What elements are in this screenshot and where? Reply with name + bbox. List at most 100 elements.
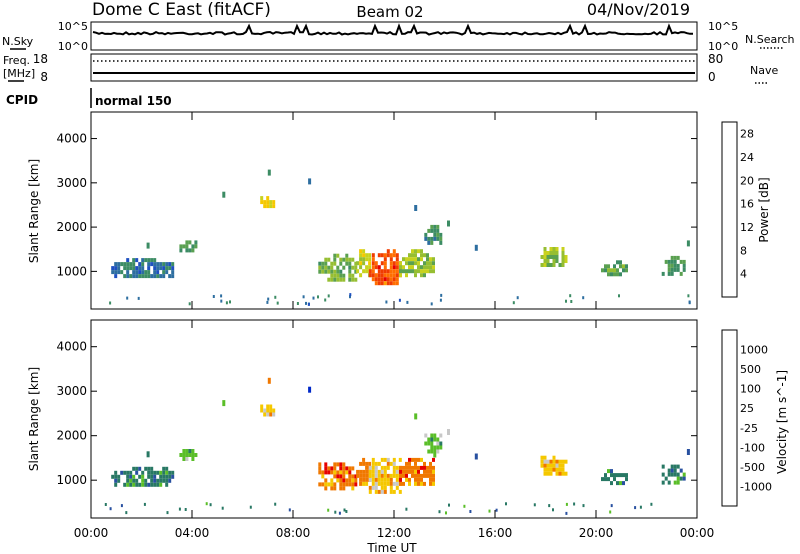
data-cell <box>339 466 343 471</box>
data-cell <box>610 469 613 474</box>
data-cell <box>558 467 562 472</box>
data-cell <box>613 272 616 277</box>
data-cell <box>359 473 363 478</box>
data-cell <box>359 253 363 258</box>
data-cell <box>117 262 121 267</box>
data-cell <box>392 249 396 254</box>
data-cell <box>123 482 127 487</box>
data-cell <box>351 466 355 471</box>
data-speckle <box>349 293 352 297</box>
data-cell <box>365 269 369 274</box>
colorbar-frame <box>721 121 738 298</box>
data-cell <box>439 433 443 438</box>
data-cell <box>426 257 429 262</box>
data-cell <box>377 461 381 466</box>
data-cell <box>411 457 414 462</box>
data-cell <box>429 465 432 470</box>
data-cell <box>386 473 390 478</box>
data-cell <box>324 482 328 487</box>
data-cell <box>414 457 417 462</box>
data-cell <box>162 262 166 267</box>
data-cell <box>383 273 387 278</box>
data-cell <box>420 273 423 278</box>
data-cell <box>546 471 550 476</box>
data-cell <box>673 472 677 477</box>
data-cell <box>117 270 121 275</box>
data-cell <box>368 465 372 470</box>
data-cell <box>399 265 402 270</box>
data-cell <box>424 232 428 237</box>
data-cell <box>670 271 674 276</box>
data-cell <box>168 478 172 483</box>
data-cell <box>333 474 337 479</box>
data-cell <box>147 262 151 267</box>
data-cell <box>549 251 553 255</box>
data-cell <box>150 478 154 483</box>
data-cell <box>546 263 550 267</box>
data-cell <box>266 412 270 417</box>
data-cell <box>395 469 399 474</box>
data-spot <box>267 377 271 384</box>
data-cell <box>433 453 437 458</box>
data-cell <box>377 477 381 482</box>
data-cell <box>114 274 118 279</box>
data-cell <box>354 269 358 274</box>
data-cell <box>543 463 547 468</box>
data-cell <box>558 263 562 267</box>
data-cell <box>552 255 556 259</box>
data-cell <box>260 200 264 205</box>
data-cell <box>430 224 434 229</box>
data-cell <box>111 266 115 271</box>
data-cell <box>405 477 408 482</box>
data-cell <box>345 257 349 262</box>
data-cell <box>132 474 136 479</box>
data-cell <box>543 247 547 251</box>
data-speckle <box>570 300 573 303</box>
data-cell <box>191 457 195 461</box>
data-cell <box>405 473 408 478</box>
data-cell <box>318 482 322 487</box>
data-cell <box>564 471 568 476</box>
data-cell <box>423 273 426 278</box>
data-cell <box>383 257 387 262</box>
data-cell <box>354 265 358 270</box>
power-colorbar: 4 8 12 16 20 24 28 <box>721 121 754 298</box>
data-cell <box>371 481 375 486</box>
data-cell <box>185 240 189 245</box>
data-cell <box>132 466 136 471</box>
freq-panel-frame <box>90 53 698 82</box>
data-cell <box>377 481 381 486</box>
data-speckle <box>288 508 291 512</box>
data-cell <box>676 464 680 469</box>
colorbar-tick-label: 500 <box>740 363 761 376</box>
data-cell <box>423 465 426 470</box>
data-cell <box>664 259 668 264</box>
data-cell <box>185 453 189 457</box>
data-speckle <box>448 503 450 507</box>
data-cell <box>564 459 568 464</box>
data-cell <box>430 445 434 450</box>
data-cell <box>564 259 568 263</box>
data-cell <box>543 455 547 460</box>
data-speckle <box>266 300 269 304</box>
data-cell <box>619 260 622 265</box>
data-cell <box>424 433 428 438</box>
data-cell <box>417 473 420 478</box>
data-cell <box>185 449 189 453</box>
data-cell <box>111 474 115 479</box>
data-cell <box>392 473 396 478</box>
data-cell <box>144 270 148 275</box>
freq-label: Freq. <box>3 54 30 67</box>
data-cell <box>380 281 384 286</box>
data-cell <box>670 472 674 477</box>
colorbar-tick-label: 25 <box>740 402 754 415</box>
data-cell <box>159 470 163 475</box>
data-cell <box>345 253 349 258</box>
data-cell <box>345 478 349 483</box>
data-cell <box>159 482 163 487</box>
data-cell <box>392 461 396 466</box>
data-cell <box>153 258 157 263</box>
data-cell <box>368 253 372 258</box>
data-cell <box>269 412 273 417</box>
data-cell <box>135 266 139 271</box>
